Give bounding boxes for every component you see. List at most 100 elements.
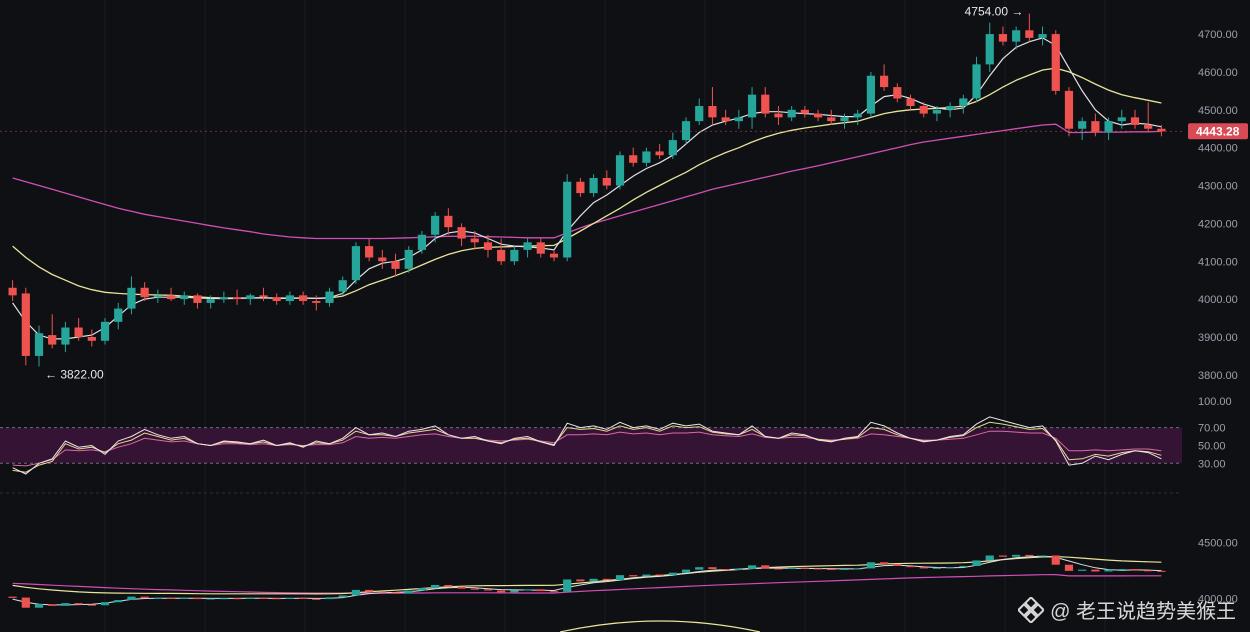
mini-candle — [127, 596, 136, 601]
mini-candle — [1038, 555, 1047, 557]
candle-body — [510, 249, 519, 262]
mini-candle — [8, 596, 17, 598]
mini-candle — [232, 598, 242, 600]
mini-candle — [774, 568, 783, 570]
mini-candle — [259, 597, 268, 599]
mini-candle — [87, 604, 96, 606]
candle-body — [140, 287, 149, 298]
mini-candle — [787, 567, 796, 570]
mini-candle — [695, 567, 704, 570]
mini-candle — [338, 595, 347, 598]
mini-candle — [1144, 570, 1153, 572]
mini-candle — [299, 597, 308, 599]
candle-body — [180, 295, 189, 300]
candle-body — [272, 297, 281, 302]
rsi-line-a — [12, 416, 1162, 475]
mini-candle — [312, 598, 321, 600]
mini-candle — [589, 578, 598, 582]
mini-candle — [800, 567, 809, 569]
low-price-label: ← 3822.00 — [45, 368, 104, 382]
candle-body — [866, 75, 875, 114]
price-axis[interactable]: 4700.00 4600.00 4500.00 4400.00 4300.00 4200.… — [1198, 29, 1238, 605]
mini-candle — [536, 589, 545, 592]
last-price-tag — [1188, 123, 1248, 140]
candle-body — [1025, 30, 1034, 38]
watermark: @ 老王说趋势美猴王 — [1018, 595, 1236, 624]
price-labels: 4443.28 4754.00 → ← 3822.00 — [0, 5, 1248, 382]
candle-body — [985, 34, 994, 65]
candle-body — [734, 117, 743, 122]
candle-body — [919, 106, 928, 114]
price-tick-label: 3900.00 — [1198, 332, 1238, 344]
candle-body — [932, 109, 942, 114]
candle-body — [602, 177, 611, 186]
mini-candle — [563, 579, 572, 592]
price-tick-label: 4400.00 — [1198, 143, 1238, 155]
mini-candle — [206, 598, 215, 600]
candle-body — [457, 227, 466, 239]
mini-candle — [351, 589, 361, 596]
mini-candle — [959, 565, 968, 568]
candle-body — [325, 291, 334, 303]
mini-candle — [1117, 569, 1126, 571]
mini-candle — [470, 588, 479, 590]
mini-candle — [668, 572, 677, 576]
mini-candle — [721, 569, 730, 571]
candle-body — [417, 234, 427, 250]
candle-body — [589, 177, 598, 194]
candle-body — [1104, 121, 1113, 133]
rsi-tick-label: 50.00 — [1198, 440, 1226, 452]
price-tick-label: 4700.00 — [1198, 29, 1238, 41]
mini-candle — [180, 597, 189, 599]
candle-body — [470, 238, 479, 243]
candle-body — [747, 94, 757, 118]
mini-candle — [906, 565, 915, 568]
candle-body — [695, 106, 704, 122]
candle-body — [549, 253, 559, 258]
rsi-band — [0, 427, 1182, 464]
candle-body — [232, 297, 242, 300]
ma-mid-line — [12, 67, 1162, 300]
candle-body — [536, 242, 545, 254]
price-tick-label: 4300.00 — [1198, 181, 1238, 193]
mini-candle — [985, 555, 994, 561]
candle-body — [114, 308, 123, 322]
mini-arc — [559, 620, 761, 632]
candle-body — [1038, 34, 1047, 38]
mini-candle — [840, 569, 849, 571]
candle-body — [404, 249, 413, 269]
candle-body — [285, 295, 294, 302]
mini-candle — [391, 592, 400, 594]
candle-body — [166, 295, 176, 300]
moving-average-lines — [12, 37, 1162, 340]
mini-candle — [576, 579, 585, 582]
candle-body — [813, 113, 823, 118]
mini-candle — [140, 596, 149, 599]
candle-body — [615, 155, 625, 186]
binance-square-icon — [1018, 596, 1045, 623]
mini-candle — [483, 589, 493, 591]
candle-body — [153, 295, 162, 298]
candle-body — [497, 249, 506, 262]
candle-body — [299, 295, 308, 302]
mini-candle — [325, 597, 334, 600]
candle-body — [338, 280, 347, 292]
candle-body — [1078, 121, 1087, 129]
candle-body — [668, 140, 677, 156]
mini-candle — [998, 555, 1008, 557]
candle-body — [61, 327, 70, 345]
candle-body — [946, 106, 955, 110]
candle-body — [1091, 121, 1100, 133]
price-tick-label: 4000.00 — [1198, 294, 1238, 306]
rsi-tick-label: 100.00 — [1198, 396, 1232, 408]
candle-body — [787, 109, 796, 118]
mini-tick-label: 4000.00 — [1198, 594, 1238, 606]
rsi-band-fill — [0, 427, 1182, 464]
candle-body — [34, 333, 44, 356]
mini-candle — [74, 603, 83, 605]
watermark-text: @ 老王说趋势美猴王 — [1050, 601, 1236, 623]
mini-candle — [444, 584, 453, 587]
high-price-label: 4754.00 → — [965, 5, 1024, 19]
mini-candle — [972, 560, 981, 566]
